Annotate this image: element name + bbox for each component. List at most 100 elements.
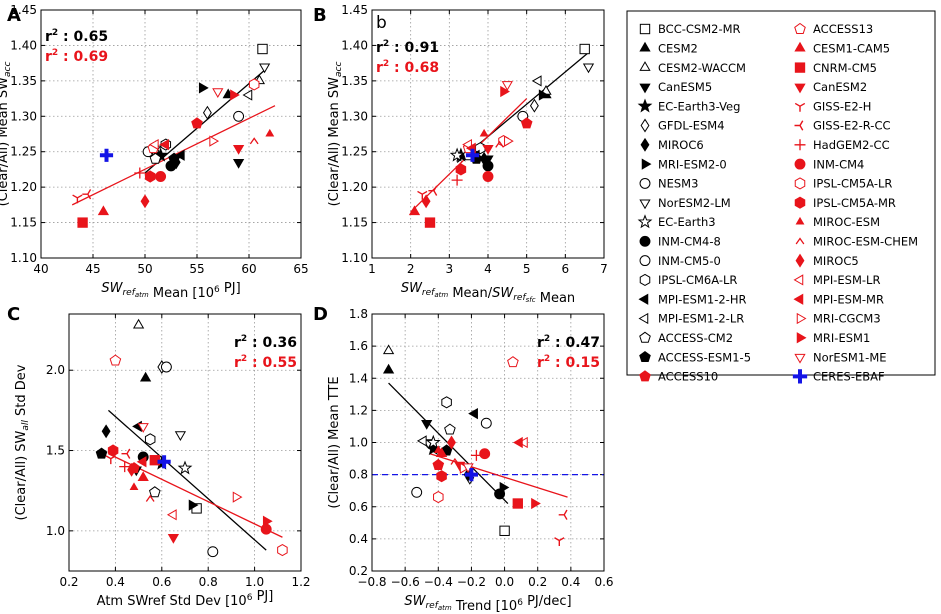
- y-tick-label: 1.45: [10, 3, 37, 17]
- data-point: [468, 407, 478, 420]
- legend-marker: [639, 273, 651, 286]
- y-tick-label: 1.6: [349, 339, 368, 353]
- legend-entry: INM-CM5-0: [639, 254, 721, 268]
- legend-label: HadGEM2-CC: [813, 138, 890, 152]
- y-tick-label: 1.30: [10, 109, 37, 123]
- legend-marker: [639, 255, 651, 267]
- data-point: [520, 117, 533, 129]
- x-tick-label: −0.6: [391, 575, 420, 589]
- legend-label: GFDL-ESM4: [658, 119, 725, 133]
- y-axis-label: (Clear/All) SWall Std Dev: [14, 364, 31, 520]
- data-point: [582, 63, 595, 74]
- data-point: [507, 356, 519, 368]
- legend-marker: [794, 139, 806, 151]
- legend-marker: [794, 22, 806, 34]
- x-tick-label: 1: [368, 262, 376, 276]
- legend-label: GISS-E2-R-CC: [813, 119, 891, 133]
- data-point: [166, 509, 177, 521]
- legend-entry: CERES-EBAF: [792, 369, 885, 384]
- legend-entry: INM-CM4: [794, 157, 864, 171]
- data-point: [451, 174, 463, 186]
- data-point: [517, 436, 528, 449]
- x-tick-label: 2: [407, 262, 415, 276]
- panel-A: A 40 45 50 55 60 65 1.10 1.15 1.20 1.25 1.30 1.35 1.4…: [0, 3, 309, 301]
- y-tick-label: 0.4: [349, 532, 368, 546]
- data-point: [160, 361, 172, 373]
- data-point: [258, 63, 271, 74]
- data-point: [137, 423, 149, 433]
- y-tick-label: 1.35: [10, 74, 37, 88]
- y-tick-label: 1.40: [341, 38, 368, 52]
- data-point: [529, 98, 539, 113]
- data-point: [105, 455, 116, 465]
- y-axis-label: (Clear/All) Mean SWacc: [327, 62, 344, 207]
- panel-letter: D: [313, 304, 328, 325]
- data-point: [531, 497, 541, 510]
- legend-entry: HadGEM2-CC: [794, 138, 890, 152]
- legend-label: EC-Earth3-Veg: [658, 99, 740, 113]
- legend-marker: [639, 370, 651, 382]
- data-point: [139, 371, 152, 382]
- data-point: [248, 78, 260, 91]
- panel-B: B 1 2 3 4 5 6 7 1.10 1.15 1.20 1.25 1.30 1.35 1.40 1.45…: [313, 3, 608, 306]
- legend-marker: [639, 177, 651, 189]
- x-tick-label: 50: [137, 262, 152, 276]
- legend-marker: [795, 253, 805, 268]
- plot-area: [382, 344, 568, 546]
- data-point: [482, 144, 494, 155]
- y-tick-label: 1.20: [10, 180, 37, 194]
- y-tick-label: 0.8: [349, 468, 368, 482]
- legend-marker: [640, 118, 650, 133]
- legend-marker: [639, 235, 651, 247]
- panel-letter: C: [7, 304, 20, 325]
- y-tick-label: 1.35: [341, 74, 368, 88]
- data-point: [191, 117, 203, 129]
- x-tick-label: −0.4: [424, 575, 453, 589]
- y-tick-label: 1.45: [341, 3, 368, 17]
- r2-annotation: r2 : 0.36: [234, 334, 297, 351]
- data-point: [512, 436, 523, 449]
- x-tick-label: 0.2: [59, 575, 78, 589]
- legend-marker: [794, 83, 806, 94]
- legend-entry: MPI-ESM1-2-HR: [638, 292, 746, 306]
- r2-annotation: r2 : 0.15: [537, 354, 600, 371]
- fit-line: [108, 409, 267, 551]
- data-point: [447, 435, 456, 450]
- data-point: [148, 138, 159, 151]
- data-point: [107, 444, 119, 457]
- x-tick-label: 5: [523, 262, 531, 276]
- data-point: [119, 461, 131, 473]
- x-tick-label: 1.0: [245, 575, 264, 589]
- legend-marker: [794, 102, 806, 112]
- x-axis-label: Atm SWref Std Dev [106 PJ]: [97, 589, 274, 609]
- plot-area: [71, 43, 276, 228]
- legend-marker: [796, 332, 807, 344]
- data-point: [433, 491, 444, 504]
- y-tick-label: 1.10: [341, 251, 368, 265]
- legend-label: INM-CM5-0: [658, 254, 721, 268]
- plot-area: [95, 318, 288, 571]
- legend-label: IPSL-CM6A-LR: [658, 273, 737, 287]
- data-point: [212, 88, 224, 99]
- axes-frame: [40, 9, 302, 259]
- data-point: [265, 128, 275, 137]
- data-point: [504, 135, 514, 147]
- legend-label: ACCESS-ESM1-5: [658, 350, 751, 364]
- legend-entry: ACCESS13: [794, 22, 873, 36]
- legend-label: EC-Earth3: [658, 215, 716, 229]
- legend-label: MPI-ESM-MR: [813, 292, 884, 306]
- data-point: [432, 458, 445, 470]
- data-point: [531, 75, 542, 87]
- legend-label: GISS-E2-H: [813, 99, 871, 113]
- data-point: [230, 89, 240, 101]
- data-point: [177, 460, 193, 475]
- legend-box: BCC-CSM2-MR CESM2 CESM2-WACCM CanESM5 EC-Ear…: [626, 10, 936, 384]
- x-tick-label: 1.2: [291, 575, 310, 589]
- data-point: [501, 81, 513, 91]
- data-point: [408, 205, 421, 216]
- legend-marker: [639, 23, 651, 35]
- legend-label: CNRM-CM5: [813, 61, 877, 75]
- data-point: [132, 318, 145, 329]
- legend-marker: [794, 120, 804, 131]
